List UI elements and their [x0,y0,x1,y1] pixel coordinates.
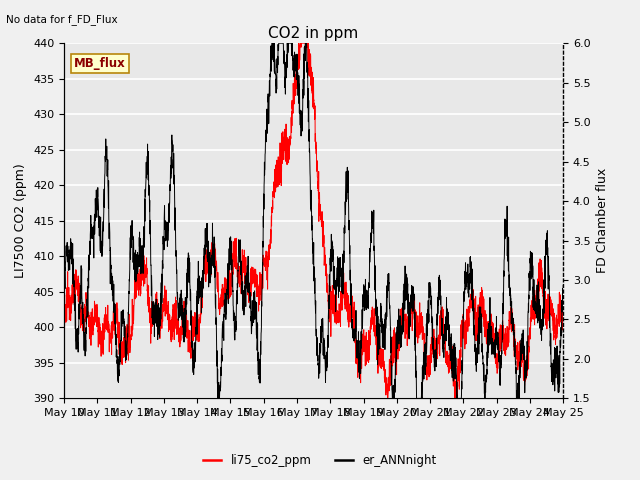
Legend: li75_co2_ppm, er_ANNnight: li75_co2_ppm, er_ANNnight [199,449,441,472]
Title: CO2 in ppm: CO2 in ppm [268,25,359,41]
Y-axis label: FD Chamber flux: FD Chamber flux [596,168,609,274]
Text: No data for f_FD_Flux: No data for f_FD_Flux [6,14,118,25]
Y-axis label: LI7500 CO2 (ppm): LI7500 CO2 (ppm) [15,163,28,278]
Text: MB_flux: MB_flux [74,58,125,71]
